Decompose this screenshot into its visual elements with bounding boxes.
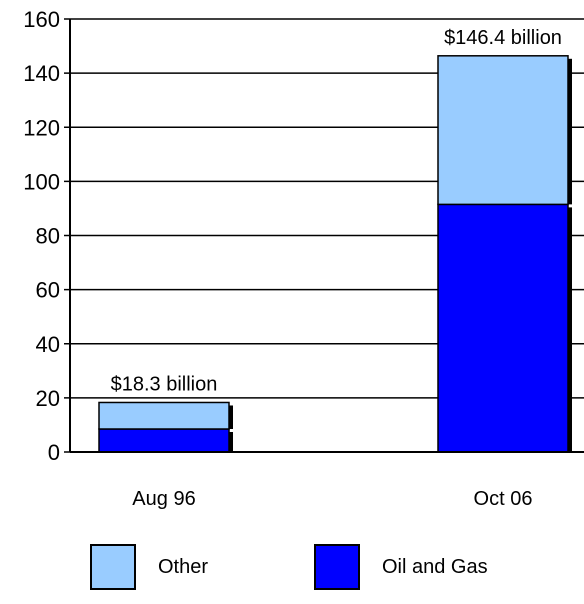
y-tick-label-140: 140	[23, 61, 60, 86]
y-tick-label-20: 20	[36, 386, 60, 411]
y-tick-label-160: 160	[23, 7, 60, 32]
legend: Other Oil and Gas	[0, 544, 584, 604]
bar-shadow-other-oct-06	[568, 58, 572, 205]
legend-item-oil-and-gas: Oil and Gas	[314, 544, 488, 590]
bar-other-oct-06	[437, 55, 569, 206]
legend-swatch-oil-and-gas	[314, 544, 360, 590]
y-tick-label-40: 40	[36, 332, 60, 357]
data-labels: $18.3 billion $146.4 billion	[111, 27, 562, 396]
legend-swatch-other	[90, 544, 136, 590]
legend-label-oil-and-gas: Oil and Gas	[382, 555, 488, 578]
bar-shadow-other-aug-96	[229, 405, 233, 429]
y-tick-label-100: 100	[23, 169, 60, 194]
legend-item-other: Other	[90, 544, 208, 590]
bar-shadow-oil-and-gas-oct-06	[568, 207, 572, 452]
x-tick-label-oct-06: Oct 06	[474, 488, 533, 510]
bar-oil-and-gas-aug-96	[98, 428, 230, 453]
legend-label-other: Other	[158, 555, 209, 578]
total-label-oct-06: $146.4 billion	[444, 27, 562, 49]
x-tick-label-aug-96: Aug 96	[132, 488, 195, 510]
bars	[98, 55, 572, 453]
y-tick-label-60: 60	[36, 278, 60, 303]
y-tick-label-0: 0	[48, 440, 60, 465]
y-tick-label-80: 80	[36, 224, 60, 249]
y-axis-tick-labels: 0 20 40 60 80 100 120 140 160	[23, 7, 60, 465]
bar-oil-and-gas-oct-06	[437, 203, 569, 453]
y-tick-label-120: 120	[23, 115, 60, 140]
x-axis-tick-labels: Aug 96 Oct 06	[132, 488, 532, 510]
stacked-bar-chart: 0 20 40 60 80 100 120 140 160 $18.3 billion $146.…	[23, 7, 584, 510]
bar-other-aug-96	[98, 401, 230, 430]
total-label-aug-96: $18.3 billion	[111, 373, 218, 395]
bar-shadow-oil-and-gas-aug-96	[229, 431, 233, 452]
